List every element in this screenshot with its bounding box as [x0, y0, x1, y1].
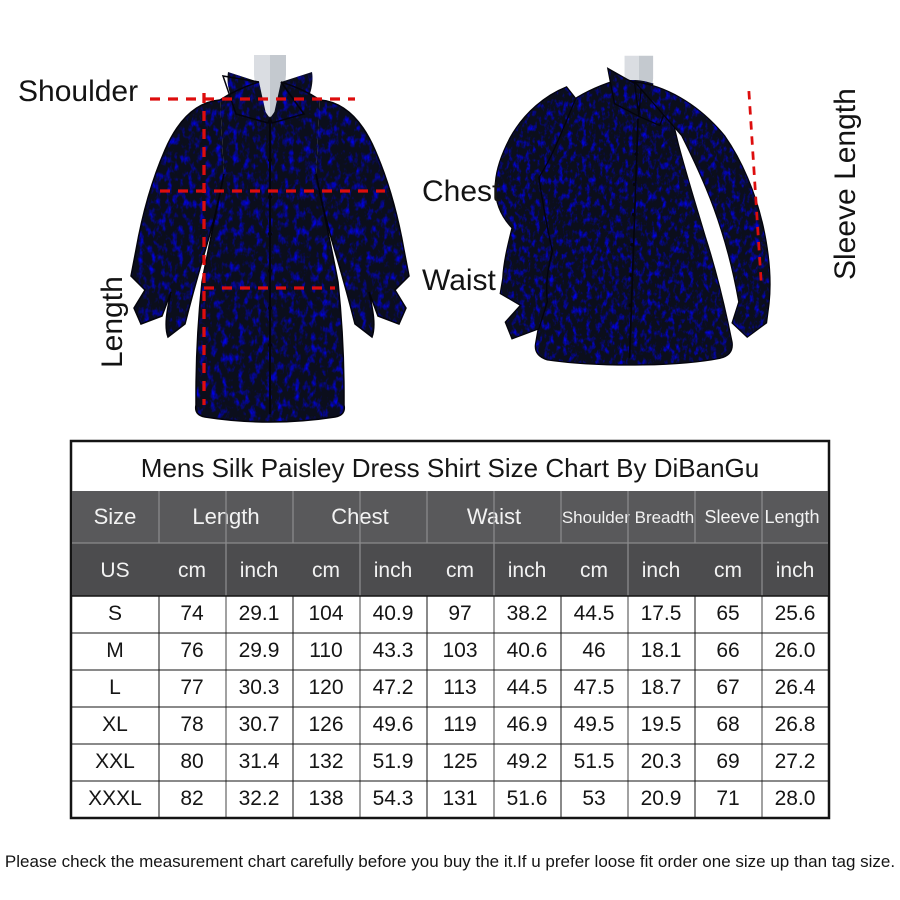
svg-text:26.8: 26.8	[775, 713, 816, 736]
svg-text:49.5: 49.5	[574, 713, 615, 736]
svg-text:cm: cm	[714, 559, 742, 582]
svg-text:49.6: 49.6	[373, 713, 414, 736]
svg-text:47.2: 47.2	[373, 676, 414, 699]
svg-text:29.1: 29.1	[239, 602, 280, 625]
svg-text:103: 103	[442, 639, 477, 662]
svg-text:40.6: 40.6	[507, 639, 548, 662]
svg-text:53: 53	[582, 787, 605, 810]
svg-text:132: 132	[308, 750, 343, 773]
svg-text:40.9: 40.9	[373, 602, 414, 625]
svg-text:US: US	[100, 559, 129, 582]
svg-text:78: 78	[180, 713, 203, 736]
svg-text:71: 71	[716, 787, 739, 810]
svg-text:104: 104	[308, 602, 343, 625]
svg-text:110: 110	[309, 639, 342, 662]
svg-text:26.4: 26.4	[775, 676, 816, 699]
svg-text:Mens Silk Paisley Dress Shirt: Mens Silk Paisley Dress Shirt Size Chart…	[141, 453, 759, 483]
svg-text:51.6: 51.6	[507, 787, 548, 810]
svg-text:30.3: 30.3	[239, 676, 280, 699]
svg-text:138: 138	[308, 787, 343, 810]
svg-text:97: 97	[448, 602, 471, 625]
svg-text:cm: cm	[312, 559, 340, 582]
svg-text:74: 74	[180, 602, 204, 625]
svg-text:cm: cm	[178, 559, 206, 582]
svg-text:76: 76	[180, 639, 203, 662]
svg-text:67: 67	[716, 676, 739, 699]
svg-text:46.9: 46.9	[507, 713, 548, 736]
svg-text:M: M	[106, 639, 124, 662]
svg-text:Waist: Waist	[422, 264, 497, 297]
svg-text:19.5: 19.5	[641, 713, 682, 736]
svg-text:68: 68	[716, 713, 739, 736]
svg-text:126: 126	[308, 713, 343, 736]
svg-text:inch: inch	[508, 559, 547, 582]
svg-text:inch: inch	[240, 559, 279, 582]
svg-text:113: 113	[443, 676, 476, 699]
svg-text:S: S	[108, 602, 122, 625]
svg-text:119: 119	[443, 713, 476, 736]
svg-text:18.7: 18.7	[641, 676, 682, 699]
svg-text:Please check the measurement c: Please check the measurement chart caref…	[5, 852, 895, 871]
svg-text:XXXL: XXXL	[88, 787, 142, 810]
svg-text:29.9: 29.9	[239, 639, 280, 662]
svg-text:51.5: 51.5	[574, 750, 615, 773]
svg-text:cm: cm	[580, 559, 608, 582]
svg-text:44.5: 44.5	[574, 602, 615, 625]
svg-text:30.7: 30.7	[239, 713, 280, 736]
svg-text:131: 131	[442, 787, 477, 810]
svg-text:XL: XL	[102, 713, 128, 736]
svg-text:XXL: XXL	[95, 750, 135, 773]
svg-text:47.5: 47.5	[574, 676, 615, 699]
svg-text:17.5: 17.5	[641, 602, 682, 625]
svg-text:77: 77	[180, 676, 203, 699]
svg-text:82: 82	[180, 787, 203, 810]
svg-text:31.4: 31.4	[239, 750, 280, 773]
svg-text:32.2: 32.2	[239, 787, 280, 810]
svg-text:inch: inch	[776, 559, 815, 582]
svg-text:38.2: 38.2	[507, 602, 548, 625]
svg-text:inch: inch	[642, 559, 681, 582]
svg-text:51.9: 51.9	[373, 750, 414, 773]
svg-text:27.2: 27.2	[775, 750, 816, 773]
svg-text:65: 65	[716, 602, 739, 625]
svg-text:69: 69	[716, 750, 739, 773]
svg-text:L: L	[109, 676, 121, 699]
svg-text:Shoulder: Shoulder	[18, 75, 138, 108]
svg-text:25.6: 25.6	[775, 602, 816, 625]
svg-text:43.3: 43.3	[373, 639, 414, 662]
svg-text:44.5: 44.5	[507, 676, 548, 699]
svg-text:54.3: 54.3	[373, 787, 414, 810]
svg-text:20.3: 20.3	[641, 750, 682, 773]
svg-text:80: 80	[180, 750, 203, 773]
svg-text:20.9: 20.9	[641, 787, 682, 810]
svg-text:26.0: 26.0	[775, 639, 816, 662]
svg-text:cm: cm	[446, 559, 474, 582]
svg-text:inch: inch	[374, 559, 413, 582]
svg-text:49.2: 49.2	[507, 750, 548, 773]
svg-text:120: 120	[308, 676, 343, 699]
svg-text:46: 46	[582, 639, 605, 662]
svg-text:125: 125	[442, 750, 477, 773]
svg-text:28.0: 28.0	[775, 787, 816, 810]
svg-text:Size: Size	[94, 504, 137, 529]
svg-text:66: 66	[716, 639, 739, 662]
svg-text:18.1: 18.1	[641, 639, 682, 662]
svg-text:Sleeve Length: Sleeve Length	[829, 88, 862, 280]
svg-text:Length: Length	[96, 276, 129, 368]
svg-text:Chest: Chest	[422, 175, 501, 208]
